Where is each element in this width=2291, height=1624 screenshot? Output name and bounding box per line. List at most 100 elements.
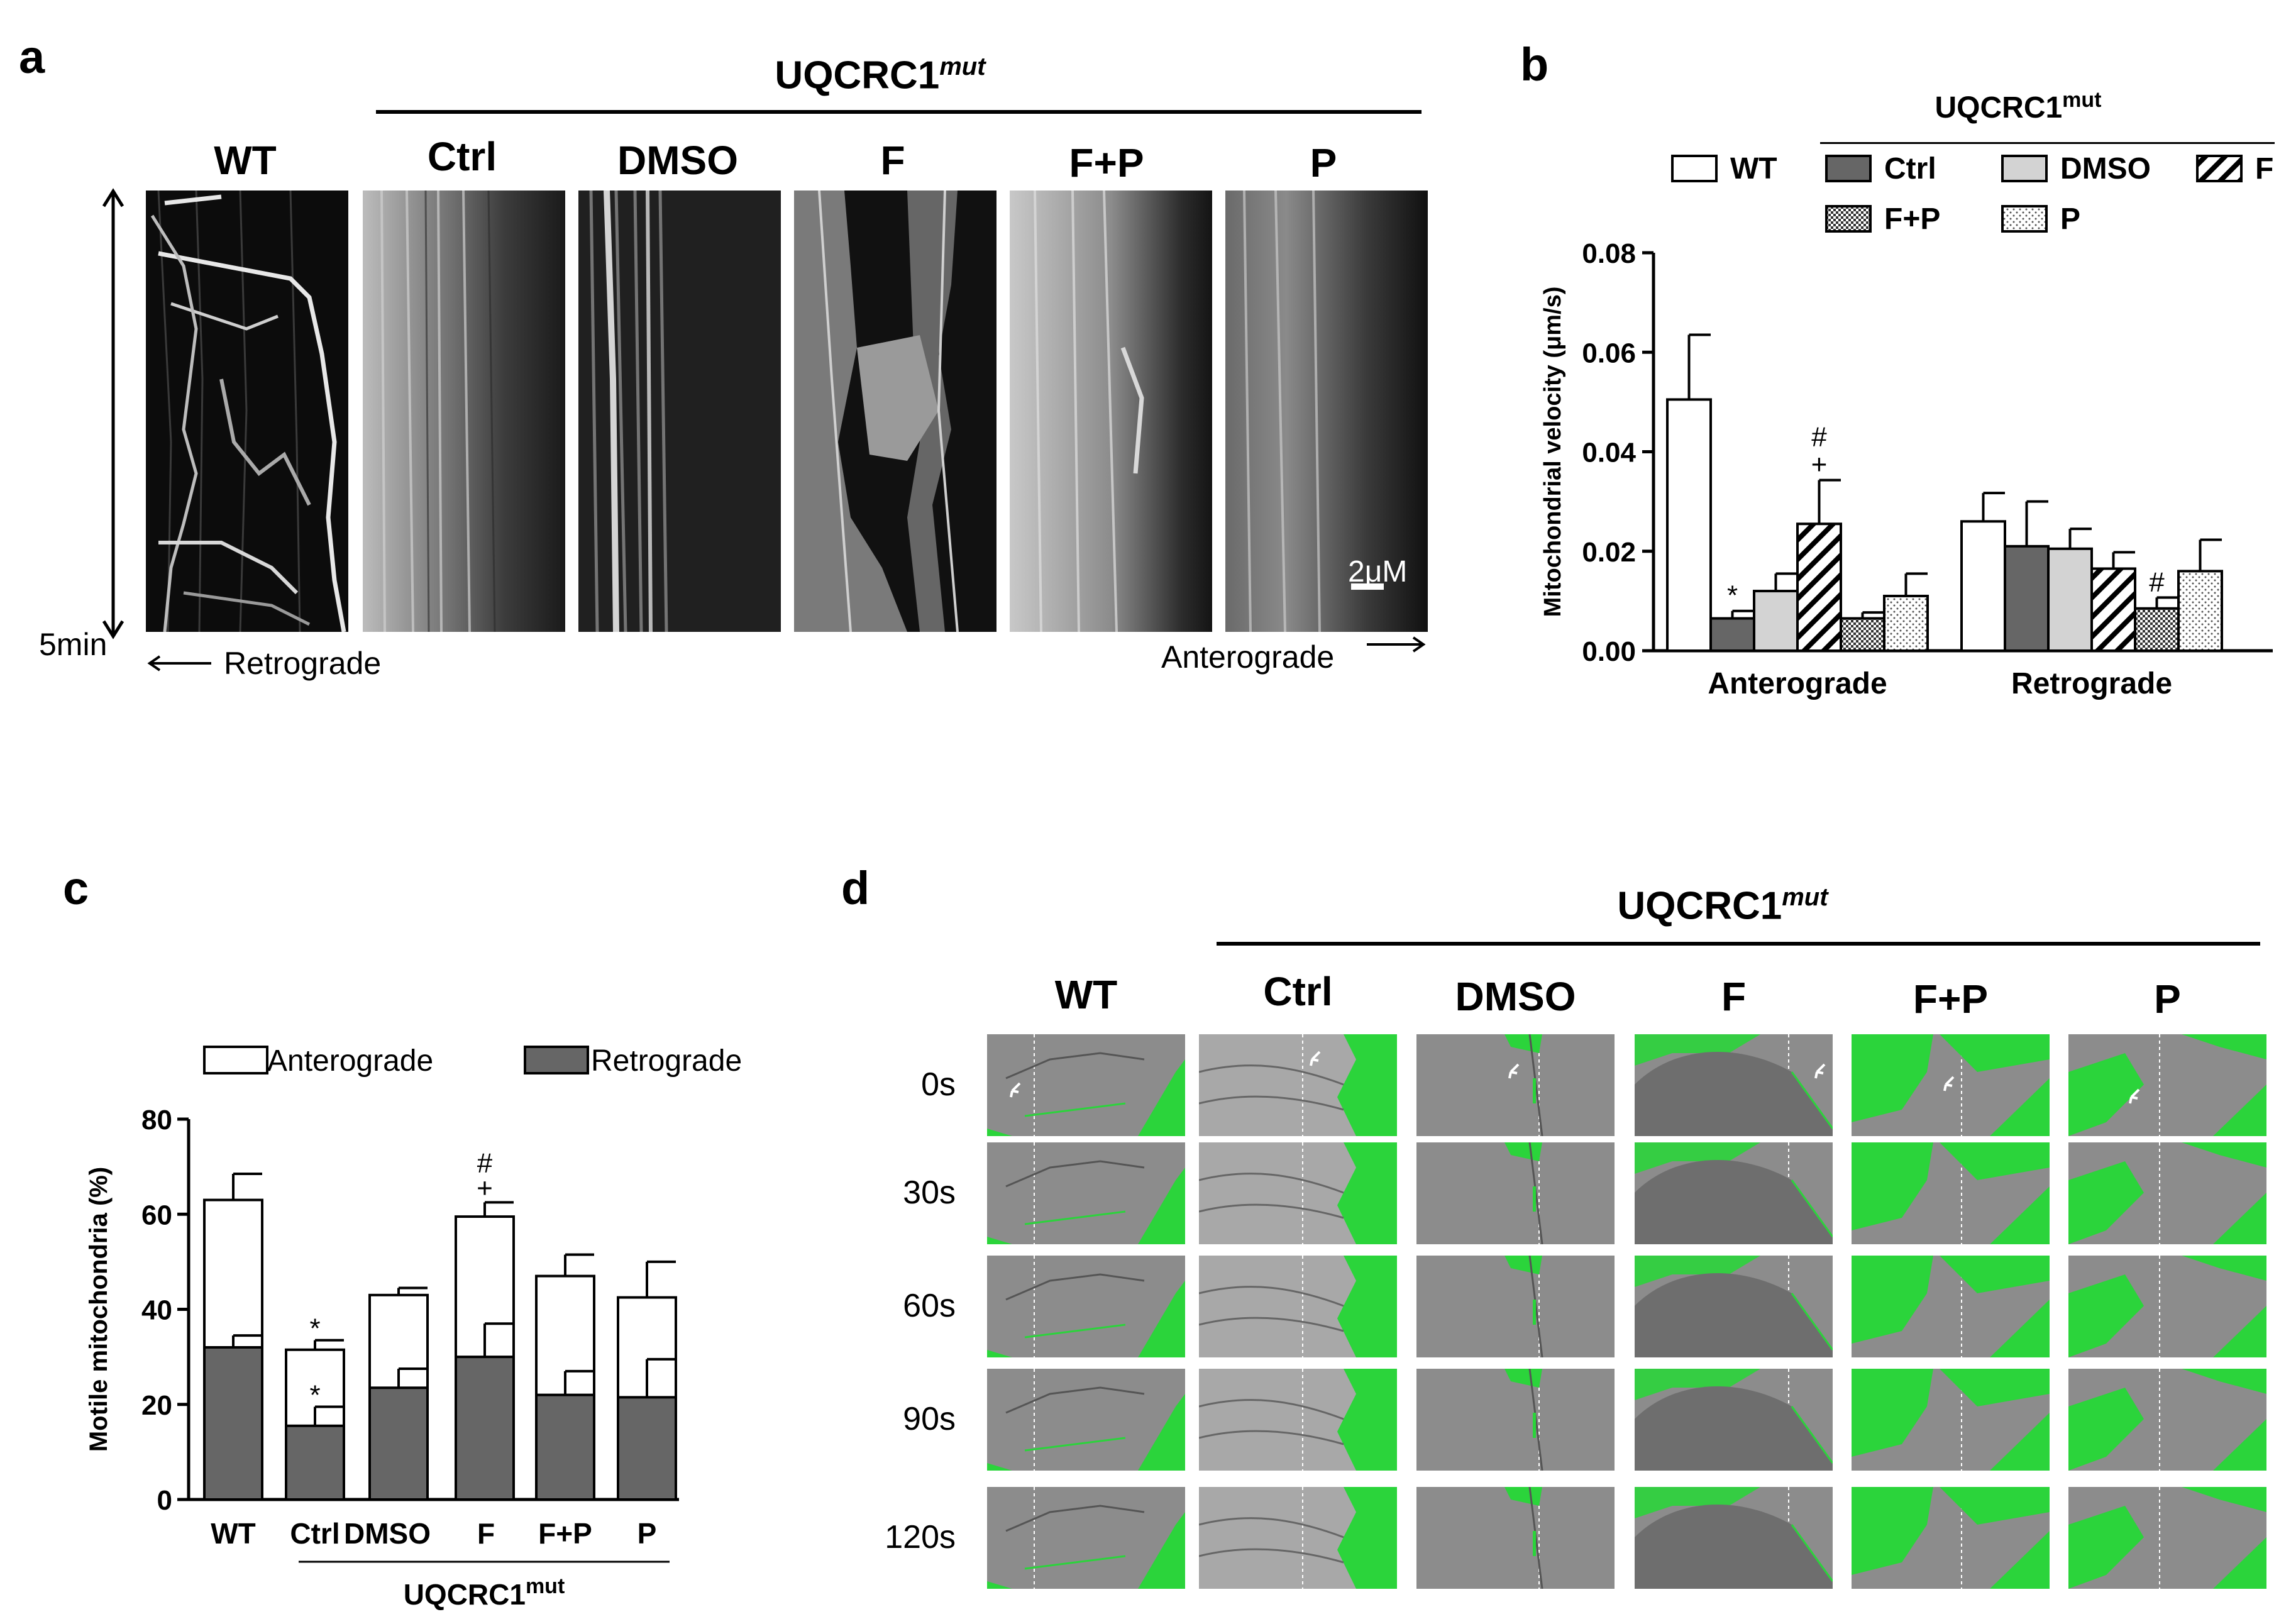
b-bar xyxy=(1666,398,1712,652)
panel-d-col-header: DMSO xyxy=(1455,974,1576,1019)
b-ylabel: Mitochondrial velocity (μm/s) xyxy=(1540,287,1566,617)
panel-d-row-label: 0s xyxy=(921,1066,956,1103)
timelapse-frame xyxy=(1199,1142,1397,1244)
group-superscript: mut xyxy=(1782,883,1828,911)
c-ytick-label: 80 xyxy=(141,1105,172,1135)
timelapse-frame xyxy=(1852,1487,2050,1589)
c-ytick-label: 0 xyxy=(157,1485,172,1516)
panel-b-chart: 0.00 0.02 0.04 0.06 0.08 Mitochondrial veloci… xyxy=(1540,238,2273,700)
timelapse-frame xyxy=(1852,1256,2050,1357)
b-legend-label: F xyxy=(2255,152,2273,185)
panel-a-col-fp: F+P xyxy=(1069,140,1144,185)
panel-d-row-label: 90s xyxy=(903,1401,956,1437)
timelapse-frame xyxy=(987,1369,1185,1471)
timelapse-frame xyxy=(1852,1142,2050,1244)
c-bar-retrograde xyxy=(535,1393,595,1501)
panel-a-col-ctrl: Ctrl xyxy=(427,134,497,179)
c-ytick-label: 40 xyxy=(141,1295,172,1326)
group-superscript: mut xyxy=(939,53,986,80)
panel-a-col-dmso: DMSO xyxy=(617,138,738,183)
b-ytick-label: 0.00 xyxy=(1582,636,1636,667)
panel-d-row-label: 30s xyxy=(903,1174,956,1211)
kymograph-fp xyxy=(1010,191,1212,632)
panel-a-letter: a xyxy=(19,31,45,83)
b-bar xyxy=(2090,567,2136,652)
c-legend-swatch xyxy=(203,1046,268,1074)
c-legend-label: Retrograde xyxy=(591,1044,742,1078)
timelapse-frame xyxy=(2068,1034,2266,1136)
panel-b-letter: b xyxy=(1520,38,1549,91)
retrograde-label: Retrograde xyxy=(224,646,382,681)
timelapse-frame xyxy=(1416,1487,1615,1589)
timelapse-frame xyxy=(1416,1142,1615,1244)
timelapse-frame xyxy=(1852,1034,2050,1136)
timelapse-frame xyxy=(1199,1034,1397,1136)
timelapse-frame xyxy=(987,1256,1185,1357)
b-legend-swatch xyxy=(2196,155,2243,182)
c-category-label: DMSO xyxy=(344,1517,431,1550)
b-legend-swatch xyxy=(1825,205,1872,233)
c-bar-retrograde xyxy=(368,1386,429,1501)
panel-d-col-header: WT xyxy=(1054,972,1118,1017)
timelapse-frame xyxy=(1635,1142,1833,1244)
panel-c-chart: 0 20 40 60 80 Motile mitochondria (%) Anterogr… xyxy=(85,1044,742,1611)
b-ytick-label: 0.08 xyxy=(1582,238,1636,269)
c-annotation: # xyxy=(477,1147,493,1178)
panel-a-group-rule xyxy=(376,110,1422,114)
b-legend-label: WT xyxy=(1730,152,1777,185)
b-legend-swatch xyxy=(2001,205,2048,233)
timelapse-frame xyxy=(1416,1256,1615,1357)
b-legend-label: P xyxy=(2060,202,2080,236)
timelapse-frame xyxy=(987,1034,1185,1136)
c-annotation: + xyxy=(477,1173,493,1203)
b-bar xyxy=(2177,570,2223,653)
b-legend-swatch xyxy=(1825,155,1872,182)
panel-a-col-f: F xyxy=(880,138,905,183)
scale-bar xyxy=(1351,583,1384,590)
b-bar xyxy=(2047,547,2093,653)
scale-label: 2μM xyxy=(1348,555,1408,588)
panel-d-row-label: 120s xyxy=(885,1519,956,1555)
c-ytick-label: 20 xyxy=(141,1390,172,1421)
timelapse-frame xyxy=(1635,1487,1833,1589)
kymograph-p xyxy=(1225,191,1428,632)
c-ylabel: Motile mitochondria (%) xyxy=(85,1167,113,1452)
b-bar xyxy=(1960,520,2006,652)
timelapse-frame xyxy=(2068,1487,2266,1589)
b-legend-label: DMSO xyxy=(2060,152,2151,185)
b-legend-swatch xyxy=(1671,155,1718,182)
c-bar-retrograde xyxy=(285,1424,345,1501)
panel-d-group-label: UQCRC1mut xyxy=(1617,883,1828,928)
c-category-label: F+P xyxy=(538,1517,592,1550)
panel-d-col-header: F+P xyxy=(1913,976,1989,1022)
panel-b-group-label: UQCRC1mut xyxy=(1935,88,2102,124)
b-ytick-label: 0.02 xyxy=(1582,537,1636,568)
c-legend-swatch xyxy=(524,1046,589,1074)
timelapse-frame xyxy=(1852,1369,2050,1471)
c-bar-retrograde xyxy=(455,1356,515,1501)
anterograde-label: Anterograde xyxy=(1161,639,1335,675)
b-annotation: # xyxy=(1811,422,1827,453)
panel-b-group-rule xyxy=(1820,142,2275,144)
c-group-label: UQCRC1mut xyxy=(404,1574,565,1611)
timelapse-frame xyxy=(2068,1142,2266,1244)
timelapse-frame xyxy=(1635,1034,1833,1136)
b-category-label: Retrograde xyxy=(2011,667,2172,700)
c-category-label: F xyxy=(477,1517,495,1550)
timelapse-frame xyxy=(1199,1256,1397,1357)
group-superscript: mut xyxy=(2062,88,2102,112)
kymograph-wt xyxy=(146,191,348,632)
b-bar xyxy=(1883,594,1929,653)
kymograph-f xyxy=(794,191,996,632)
c-annotation: * xyxy=(309,1313,320,1344)
time-arrow xyxy=(102,188,124,639)
b-category-label: Anterograde xyxy=(1708,667,1887,700)
c-ytick-label: 60 xyxy=(141,1200,172,1230)
panel-d-col-header: Ctrl xyxy=(1263,969,1333,1014)
c-bar-retrograde xyxy=(617,1396,677,1501)
panel-d-letter: d xyxy=(841,862,870,914)
b-legend-swatch xyxy=(2001,155,2048,182)
c-annotation: * xyxy=(309,1380,320,1411)
b-bar xyxy=(2134,607,2180,653)
c-legend-label: Anterograde xyxy=(267,1044,433,1078)
